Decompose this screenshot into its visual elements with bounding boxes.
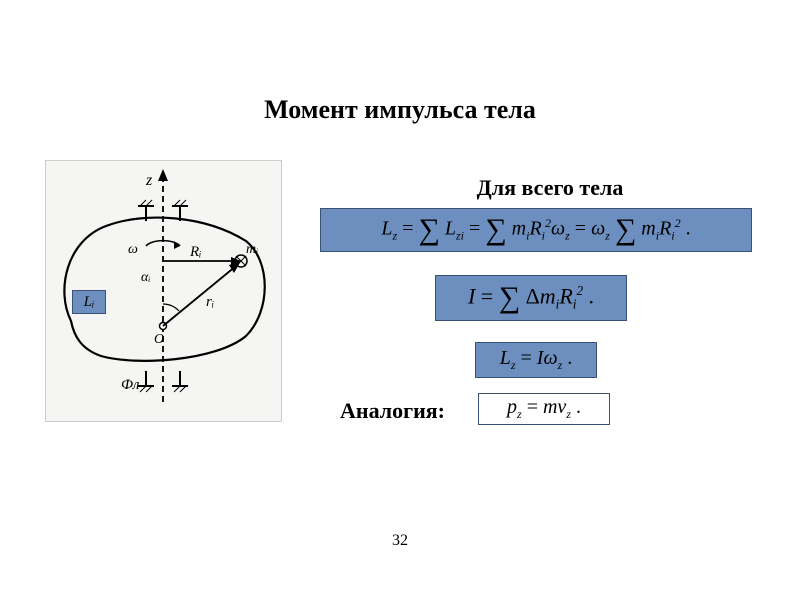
equation-pz: pz = mvz . xyxy=(478,393,610,425)
alpha-label: αᵢ xyxy=(141,270,151,285)
equation-moment-inertia: I = ∑ ΔmiRi2 . xyxy=(435,275,627,321)
mi-label: mᵢ xyxy=(246,242,258,257)
equation-lz-iw: Lz = Iωz . xyxy=(475,342,597,378)
page-number: 32 xyxy=(0,532,800,550)
ri-label: rᵢ xyxy=(206,294,214,310)
origin-label: O xyxy=(154,332,164,347)
Ri-label: Rᵢ xyxy=(189,244,202,260)
phi-l-label: Фл xyxy=(121,377,140,393)
subtitle-analogy: Аналогия: xyxy=(340,398,445,424)
subtitle-whole-body: Для всего тела xyxy=(400,175,700,201)
axis-z-label: z xyxy=(145,172,153,189)
page-title: Момент импульса тела xyxy=(0,95,800,125)
li-box-label: Lᵢ xyxy=(72,290,106,314)
equation-lz-sum: Lz = ∑ Lzi = ∑ miRi2ωz = ωz ∑ miRi2 . xyxy=(320,208,752,252)
omega-label: ω xyxy=(128,242,138,257)
